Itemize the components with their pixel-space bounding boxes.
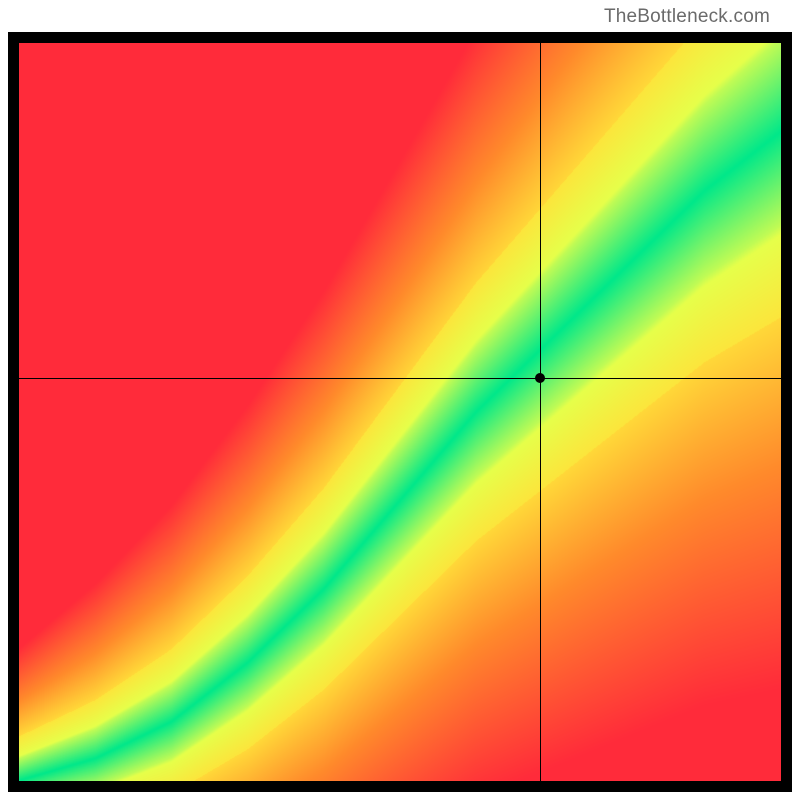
crosshair-vertical xyxy=(540,43,541,781)
marker-dot xyxy=(535,373,545,383)
attribution-text: TheBottleneck.com xyxy=(604,6,770,28)
crosshair-horizontal xyxy=(19,378,781,379)
heatmap-frame xyxy=(8,32,792,792)
bottleneck-heatmap xyxy=(19,43,781,781)
